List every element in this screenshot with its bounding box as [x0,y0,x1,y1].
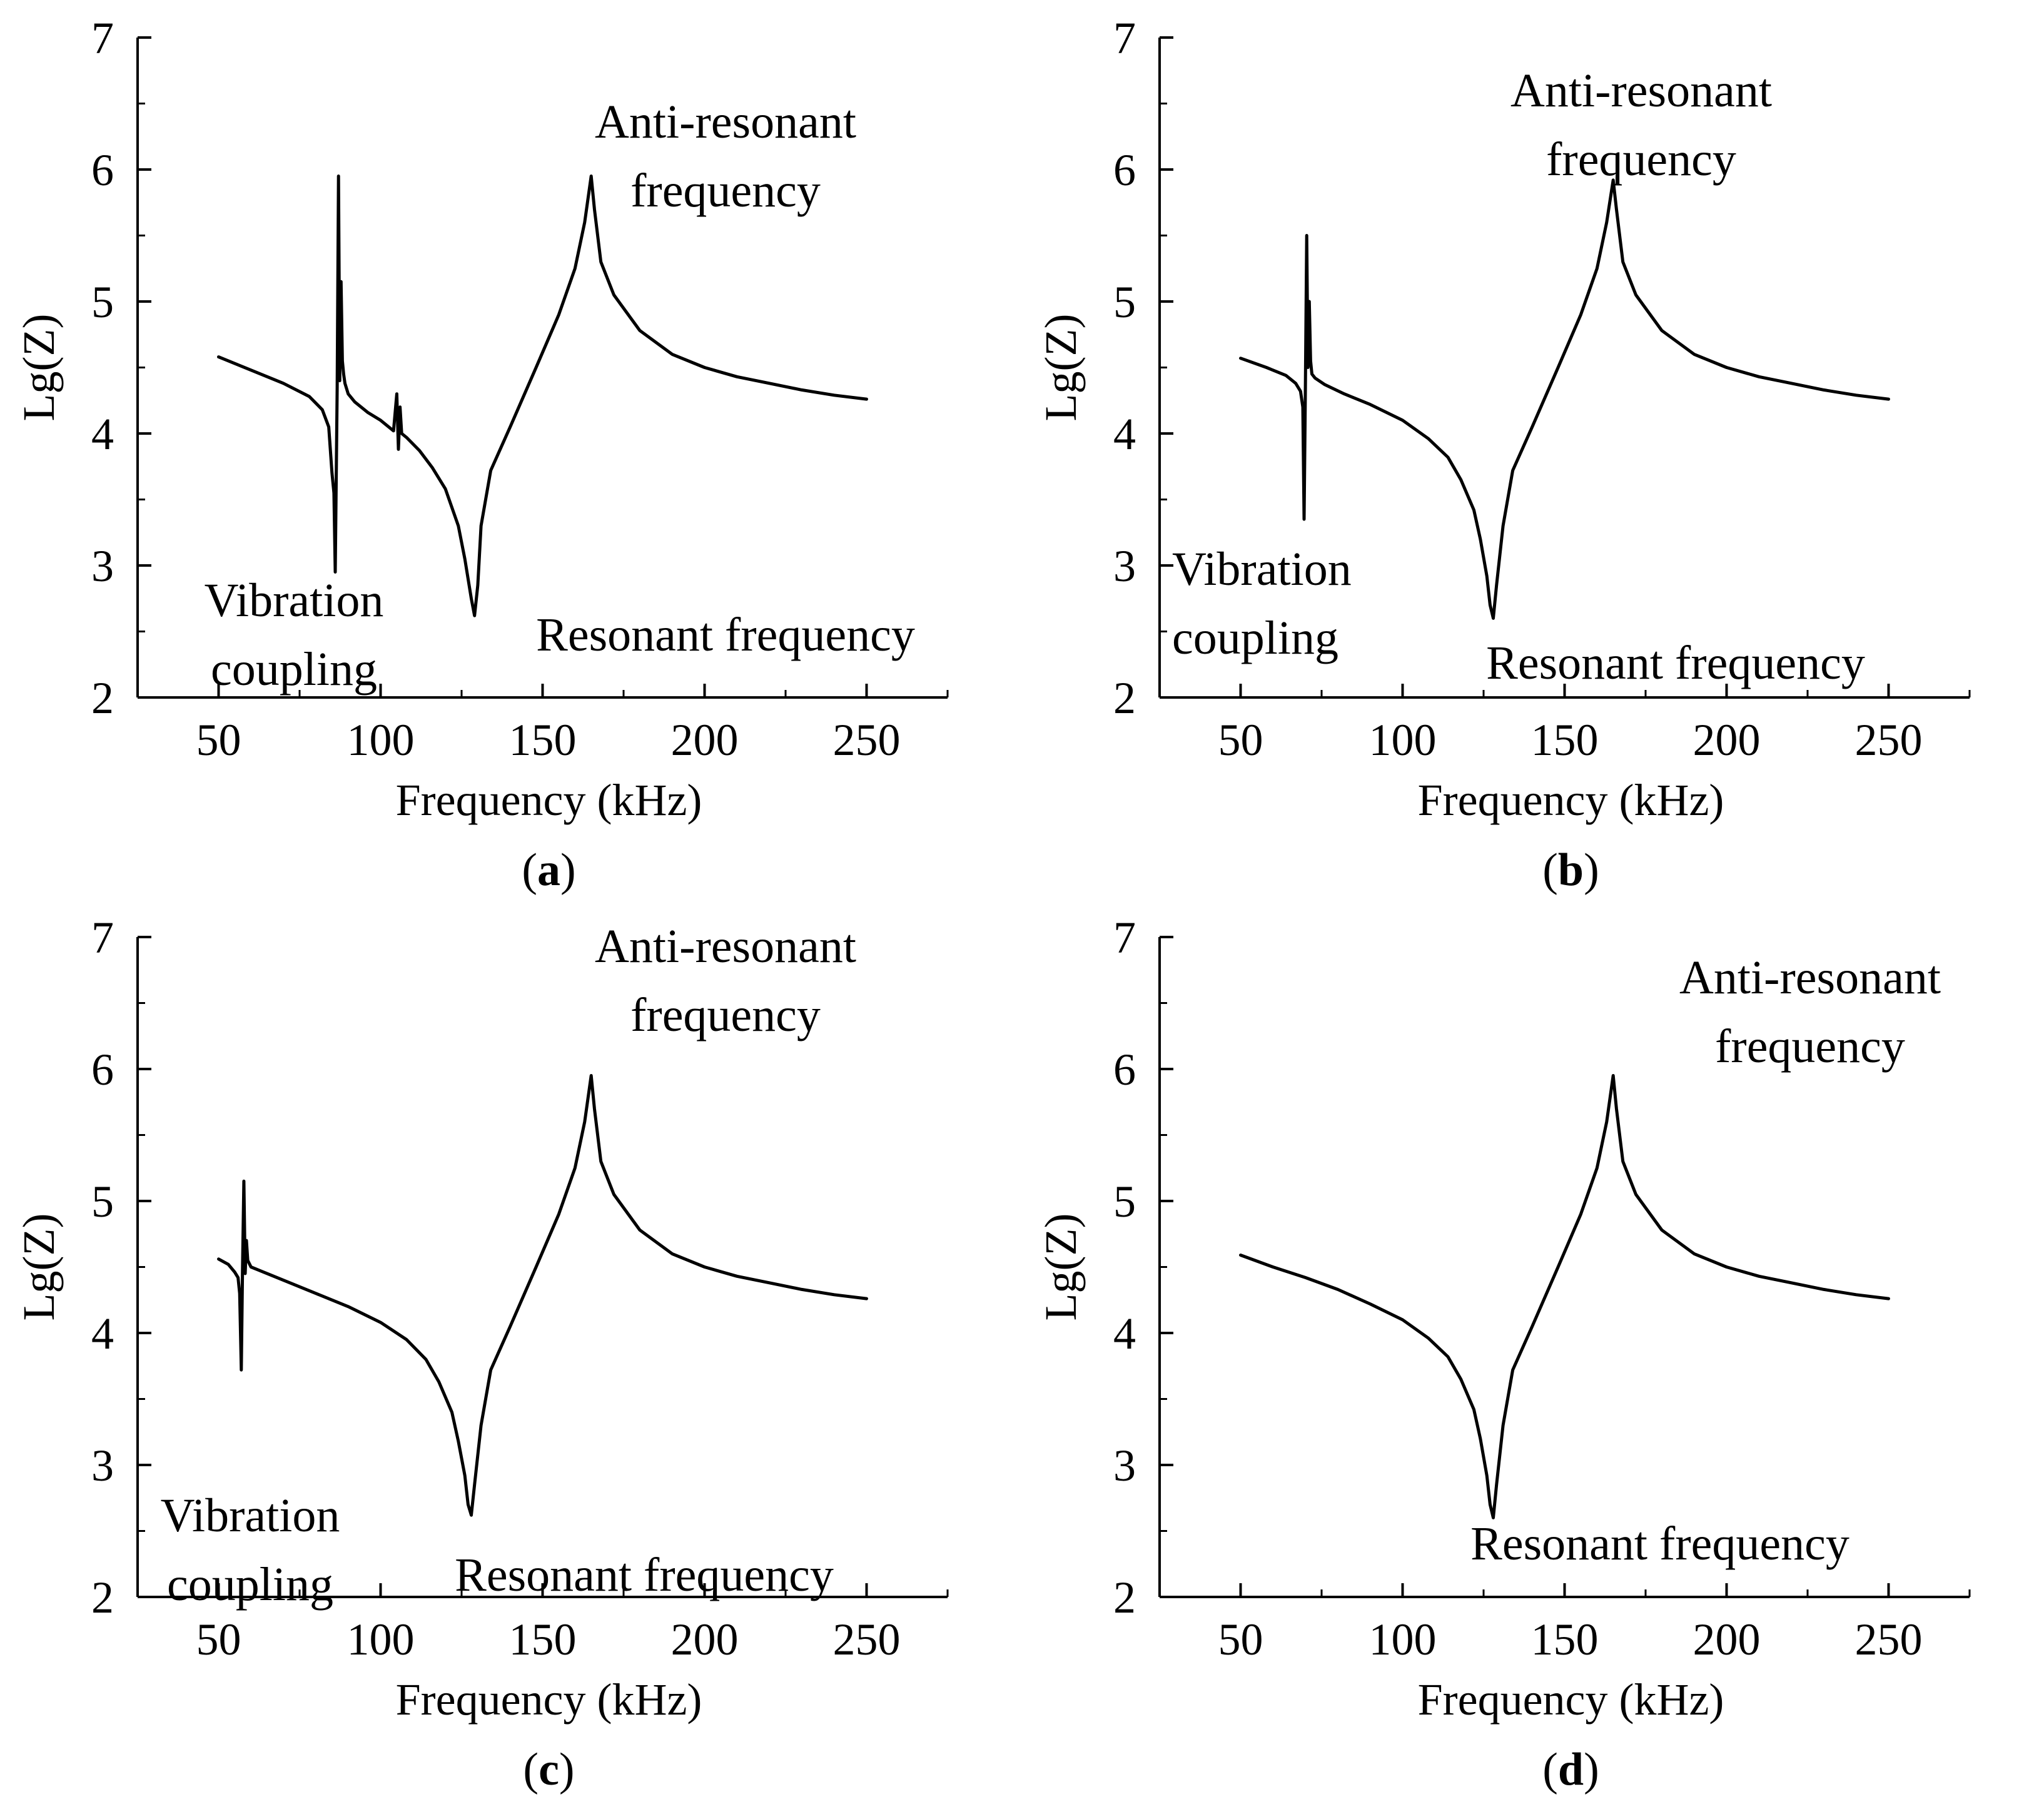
impedance-series-line [1239,178,1890,620]
y-axis-title: Lg(Z) [1036,1214,1086,1321]
y-tick-label: 3 [1113,1441,1136,1491]
y-axis-title: Lg(Z) [1036,314,1086,422]
impedance-chart-d: 2 3 4 5 6 7 50 100 150 200 250 Frequency (kHz) Lg(Z)… [1036,913,1971,1795]
x-tick-label: 200 [1693,715,1761,765]
x-axis-title: Frequency (kHz) [396,775,702,825]
y-tick-label: 6 [1113,145,1136,195]
vibration-coupling-label-line2: coupling [1172,612,1338,664]
anti-resonant-label: Anti-resonant [595,96,856,148]
x-tick-label: 100 [1369,1614,1437,1665]
impedance-series-line [217,1074,868,1517]
y-tick-label: 4 [1113,409,1136,459]
impedance-chart-b: 2 3 4 5 6 7 50 100 150 200 250 Frequency (kHz) Lg(Z)… [1036,13,1971,896]
x-tick-label: 250 [1855,1614,1923,1665]
chart-panel-d: 2 3 4 5 6 7 50 100 150 200 250 Frequency (kHz) Lg(Z)… [1022,900,2044,1799]
vibration-coupling-label-line2: coupling [211,643,377,696]
x-tick-label: 50 [1218,1614,1263,1665]
vibration-coupling-label: Vibration [205,574,384,627]
chart-panel-c: 2 3 4 5 6 7 50 100 150 200 250 Frequency (kHz) Lg(Z)… [0,900,1022,1799]
x-axis-title: Frequency (kHz) [1418,1675,1724,1725]
anti-resonant-label-line2: frequency [1715,1020,1905,1073]
y-tick-label: 3 [91,1441,114,1491]
impedance-series-line [1239,1074,1890,1519]
x-tick-label: 150 [1531,715,1599,765]
y-tick-label: 5 [1113,277,1136,327]
anti-resonant-label: Anti-resonant [595,920,856,973]
y-tick-label: 6 [91,145,114,195]
x-tick-label: 150 [509,1614,577,1665]
resonant-frequency-label: Resonant frequency [1486,637,1865,689]
panel-label: (b) [1542,844,1599,896]
panel-label: (d) [1542,1744,1599,1795]
y-tick-label: 7 [1113,913,1136,963]
x-tick-label: 250 [833,715,901,765]
y-tick-label: 3 [1113,541,1136,591]
y-tick-label: 7 [1113,13,1136,63]
impedance-series-line [217,175,868,617]
x-tick-label: 50 [1218,715,1263,765]
resonant-frequency-label: Resonant frequency [455,1549,834,1601]
anti-resonant-label: Anti-resonant [1510,64,1772,117]
chart-panel-b: 2 3 4 5 6 7 50 100 150 200 250 Frequency (kHz) Lg(Z)… [1022,0,2044,900]
x-tick-label: 250 [833,1614,901,1665]
y-tick-label: 6 [91,1045,114,1095]
y-tick-label: 4 [91,409,114,459]
anti-resonant-label-line2: frequency [630,989,821,1041]
x-tick-label: 50 [196,1614,241,1665]
y-axis-title: Lg(Z) [14,1214,64,1321]
y-tick-label: 5 [91,277,114,327]
impedance-chart-a: 2 3 4 5 6 7 50 100 150 200 250 Frequency (kHz) Lg(Z)… [14,13,949,896]
anti-resonant-label-line2: frequency [1546,133,1736,186]
x-tick-label: 100 [347,715,415,765]
y-tick-label: 2 [91,1573,114,1623]
y-tick-label: 2 [1113,1573,1136,1623]
y-tick-label: 4 [1113,1309,1136,1359]
x-tick-label: 100 [347,1614,415,1665]
x-axis-title: Frequency (kHz) [1418,775,1724,825]
x-axis-title: Frequency (kHz) [396,1675,702,1725]
chart-panel-a: 2 3 4 5 6 7 50 100 150 200 250 Frequency (kHz) Lg(Z)… [0,0,1022,900]
y-tick-label: 6 [1113,1045,1136,1095]
x-tick-label: 150 [1531,1614,1599,1665]
y-tick-label: 5 [91,1177,114,1227]
x-tick-label: 150 [509,715,577,765]
vibration-coupling-label: Vibration [161,1489,340,1542]
anti-resonant-label-line2: frequency [630,165,821,217]
vibration-coupling-label-line2: coupling [167,1558,333,1611]
x-tick-label: 200 [671,1614,739,1665]
resonant-frequency-label: Resonant frequency [536,609,915,661]
y-axis-title: Lg(Z) [14,314,64,422]
x-tick-label: 250 [1855,715,1923,765]
x-tick-label: 200 [1693,1614,1761,1665]
resonant-frequency-label: Resonant frequency [1470,1518,1849,1570]
x-tick-label: 100 [1369,715,1437,765]
impedance-chart-c: 2 3 4 5 6 7 50 100 150 200 250 Frequency (kHz) Lg(Z)… [14,913,949,1795]
y-tick-label: 5 [1113,1177,1136,1227]
y-tick-label: 7 [91,13,114,63]
y-tick-label: 7 [91,913,114,963]
x-tick-label: 200 [671,715,739,765]
y-tick-label: 2 [1113,673,1136,723]
panel-label: (c) [523,1744,574,1795]
x-tick-label: 50 [196,715,241,765]
panel-label: (a) [522,844,575,896]
y-tick-label: 2 [91,673,114,723]
y-tick-label: 4 [91,1309,114,1359]
anti-resonant-label: Anti-resonant [1679,951,1941,1004]
vibration-coupling-label: Vibration [1172,543,1352,595]
y-tick-label: 3 [91,541,114,591]
